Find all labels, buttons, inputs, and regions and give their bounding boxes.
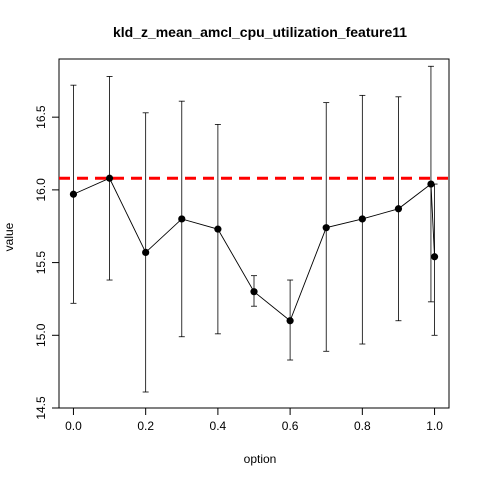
y-tick-label: 15.0 (34, 323, 48, 347)
y-axis: 14.5 15.0 15.5 16.0 16.5 (34, 105, 59, 420)
data-point (178, 215, 186, 223)
x-tick-label: 0.0 (65, 419, 82, 433)
data-point (322, 224, 330, 232)
x-axis: 0.0 0.2 0.4 0.6 0.8 1.0 (65, 408, 443, 433)
chart-title: kld_z_mean_amcl_cpu_utilization_feature1… (113, 24, 407, 40)
series-line (73, 177, 436, 322)
y-tick-label: 14.5 (34, 396, 48, 420)
data-points (69, 174, 439, 325)
y-axis-label: value (2, 222, 16, 251)
x-tick-label: 1.0 (426, 419, 443, 433)
series-line-group (73, 177, 436, 322)
x-tick-label: 0.2 (137, 419, 154, 433)
data-point (105, 174, 114, 182)
data-point (394, 205, 403, 213)
x-tick-label: 0.6 (282, 419, 299, 433)
y-tick-label: 16.0 (34, 178, 48, 202)
data-point (427, 180, 435, 188)
data-point (430, 253, 439, 261)
plot-frame (58, 58, 450, 409)
x-axis-label: option (244, 452, 277, 466)
error-bars (70, 65, 438, 393)
data-point (69, 190, 78, 198)
data-point (250, 288, 258, 296)
x-tick-label: 0.4 (210, 419, 227, 433)
data-point (286, 317, 294, 325)
x-tick-label: 0.8 (354, 419, 371, 433)
data-point (214, 225, 222, 233)
y-tick-label: 15.5 (34, 251, 48, 275)
y-tick-label: 16.5 (34, 105, 48, 129)
data-point (358, 215, 366, 223)
data-point (142, 248, 150, 257)
